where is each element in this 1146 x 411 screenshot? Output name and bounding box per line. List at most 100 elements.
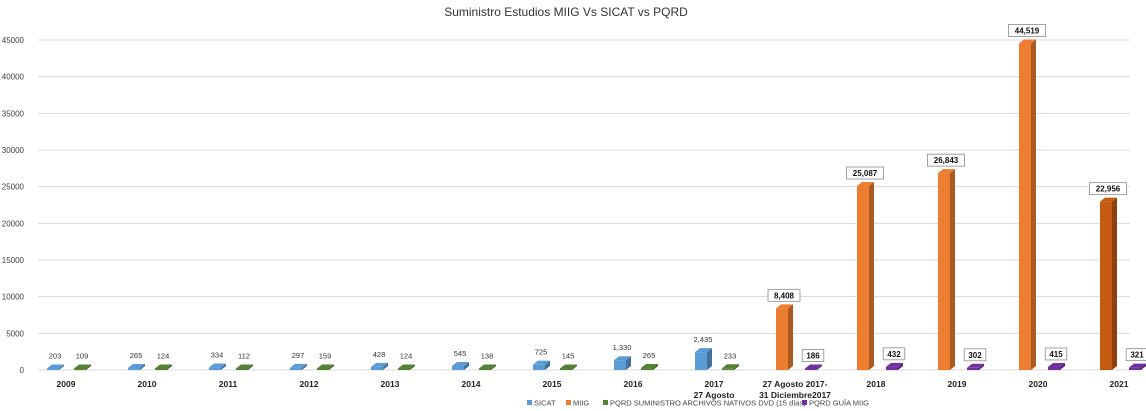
y-tick-label: 25000	[2, 183, 25, 192]
bar-sicat	[371, 362, 388, 370]
bar-front	[776, 308, 788, 370]
y-tick-label: 20000	[2, 219, 25, 228]
bar-front	[695, 352, 707, 370]
bar-top	[938, 169, 955, 174]
data-label-box	[846, 166, 885, 180]
bar-front	[398, 368, 410, 370]
bar-front	[805, 368, 817, 370]
bar-front	[1048, 366, 1060, 370]
bar-side	[653, 364, 658, 370]
bar-sicat	[533, 360, 550, 370]
bar-top	[317, 364, 334, 369]
x-axis: 2009 2010 2011 2012 2013 2014 2015 2016 2017 27 A…	[57, 379, 1129, 400]
y-tick-label: 0	[20, 366, 25, 375]
data-label: 334	[211, 351, 224, 360]
chart-title: Suministro Estudios MIIG Vs SICAT vs PQR…	[444, 5, 688, 19]
legend-swatch	[802, 400, 807, 405]
x-tick-label: 2019	[948, 379, 967, 389]
bar-pqrd-guia	[1129, 363, 1146, 370]
data-label: 545	[454, 349, 467, 358]
bar-sicat	[695, 348, 712, 370]
x-tick-label: 2021	[1110, 379, 1129, 389]
bar-front	[452, 366, 464, 370]
data-label: 26,843	[934, 156, 959, 165]
bar-top	[47, 364, 64, 369]
data-label-box	[1089, 182, 1128, 196]
data-label: 415	[1049, 350, 1063, 359]
bar-pqrd-dvd	[155, 364, 172, 370]
bar-top	[641, 364, 658, 369]
bar-front	[1100, 201, 1112, 370]
bar-top	[695, 348, 712, 353]
bar-side	[707, 348, 712, 370]
bar-side	[464, 362, 469, 370]
data-label-box	[963, 348, 987, 362]
bar-top	[1100, 197, 1117, 202]
bar-pqrd-guia	[805, 364, 822, 370]
legend-label: MIIG	[573, 399, 589, 408]
data-label: 203	[49, 352, 62, 361]
x-tick-label: 2016	[624, 379, 643, 389]
bar-pqrd-guia	[886, 362, 903, 370]
bar-top	[452, 362, 469, 367]
bar-top	[479, 364, 496, 369]
data-label: 428	[373, 350, 386, 359]
legend-label: SICAT	[534, 399, 556, 408]
data-label-box	[882, 347, 906, 361]
bar-side	[248, 364, 253, 370]
x-tick-label: 2014	[462, 379, 481, 389]
bar-sicat	[452, 362, 469, 370]
bar-top	[776, 304, 793, 309]
bar-side	[950, 169, 955, 370]
bar-pqrd-dvd	[560, 364, 577, 370]
bar-front	[371, 366, 383, 370]
data-label: 233	[724, 351, 737, 360]
data-label: 321	[1130, 351, 1144, 360]
bar-front	[614, 360, 626, 370]
bar-front	[886, 366, 898, 370]
bar-side	[1112, 197, 1117, 370]
bar-side	[817, 364, 822, 370]
data-label: 124	[400, 352, 413, 361]
bar-top	[290, 363, 307, 368]
bar-top	[155, 364, 172, 369]
y-axis: 0 5000 10000 15000 20000 25000 30000 35000 40000…	[2, 36, 25, 375]
bar-side	[869, 182, 874, 370]
legend-swatch	[527, 400, 532, 405]
data-label: 124	[157, 352, 170, 361]
bar-pqrd-guia	[967, 363, 984, 370]
y-tick-label: 10000	[2, 293, 25, 302]
bar-miig	[857, 182, 874, 370]
x-tick-label: 2015	[543, 379, 562, 389]
bar-front	[317, 368, 329, 370]
bar-top	[857, 182, 874, 187]
y-tick-label: 45000	[2, 36, 25, 45]
data-label: 2,435	[694, 335, 713, 344]
x-tick-label: 2010	[138, 379, 157, 389]
legend-swatch	[566, 400, 571, 405]
data-label: 159	[319, 352, 332, 361]
y-tick-label: 35000	[2, 109, 25, 118]
data-label: 1,330	[613, 343, 632, 352]
bar-top	[967, 363, 984, 368]
bar-side	[788, 304, 793, 370]
data-label: 297	[292, 351, 305, 360]
bar-front	[722, 368, 734, 370]
bar-side	[302, 363, 307, 370]
bar-pqrd-dvd	[722, 364, 739, 370]
x-tick-label: 2017 27 Agosto	[694, 379, 735, 400]
data-label-box	[1044, 347, 1068, 361]
bar-sicat	[614, 356, 631, 370]
bar-top	[128, 364, 145, 369]
bar-top	[614, 356, 631, 361]
data-label: 432	[887, 350, 901, 359]
bar-front	[128, 368, 140, 370]
data-label-box	[927, 153, 966, 167]
bar-top	[886, 362, 903, 367]
data-label: 8,408	[774, 291, 795, 300]
bar-sicat	[128, 364, 145, 370]
x-tick-label: 2012	[300, 379, 319, 389]
data-label: 302	[968, 351, 982, 360]
y-tick-label: 40000	[2, 73, 25, 82]
